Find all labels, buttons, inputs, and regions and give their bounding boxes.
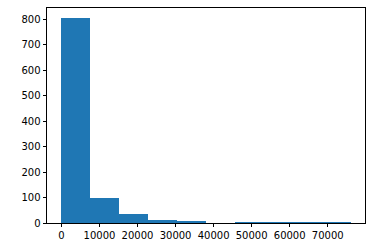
svg-text:100: 100 bbox=[22, 192, 41, 203]
svg-text:700: 700 bbox=[22, 39, 41, 50]
svg-text:0: 0 bbox=[58, 230, 64, 241]
svg-text:500: 500 bbox=[22, 90, 41, 101]
svg-text:200: 200 bbox=[22, 167, 41, 178]
svg-text:800: 800 bbox=[22, 14, 41, 25]
svg-text:300: 300 bbox=[22, 141, 41, 152]
svg-text:40000: 40000 bbox=[198, 230, 230, 241]
svg-text:30000: 30000 bbox=[160, 230, 192, 241]
svg-text:400: 400 bbox=[22, 116, 41, 127]
svg-text:50000: 50000 bbox=[236, 230, 268, 241]
svg-text:600: 600 bbox=[22, 65, 41, 76]
svg-text:10000: 10000 bbox=[84, 230, 116, 241]
svg-text:0: 0 bbox=[34, 218, 40, 229]
svg-text:20000: 20000 bbox=[122, 230, 154, 241]
svg-text:60000: 60000 bbox=[274, 230, 306, 241]
svg-text:70000: 70000 bbox=[312, 230, 344, 241]
